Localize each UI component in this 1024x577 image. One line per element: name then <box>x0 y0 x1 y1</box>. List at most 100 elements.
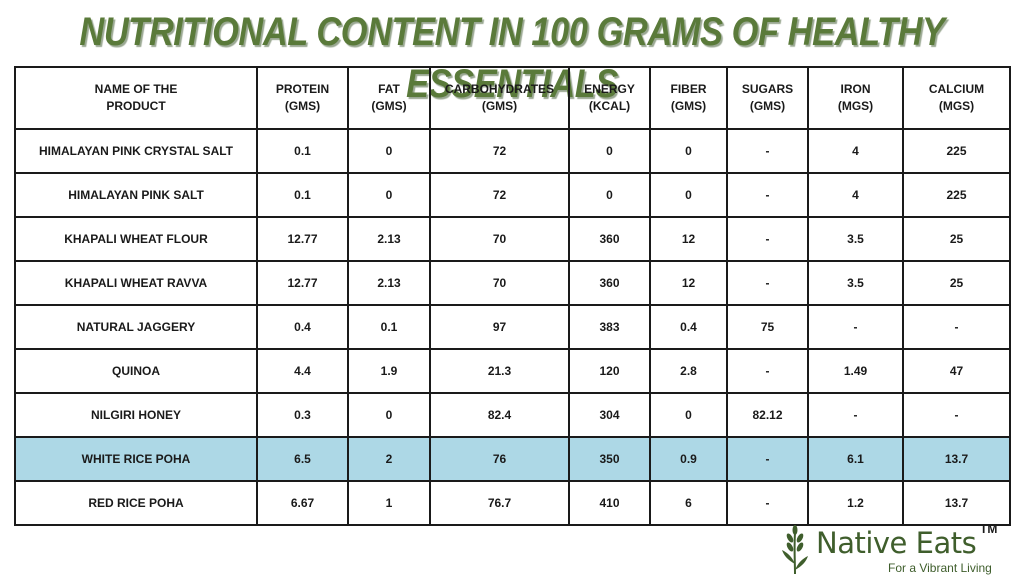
nutrient-value-cell: - <box>726 436 809 482</box>
nutrient-value-cell: 383 <box>568 304 651 350</box>
nutrient-value-cell: 0.4 <box>256 304 349 350</box>
column-header-line: (GMS) <box>284 99 321 113</box>
nutrient-value-cell: 360 <box>568 260 651 306</box>
nutrient-value-cell: 0 <box>347 128 431 174</box>
nutrient-value-cell: 2.13 <box>347 216 431 262</box>
nutrient-value-cell: 6.1 <box>807 436 904 482</box>
nutrient-value-cell: 1.49 <box>807 348 904 394</box>
column-header-line: FAT <box>378 82 400 96</box>
column-header-line: PROTEIN <box>275 82 330 96</box>
nutrient-value-cell: 72 <box>429 128 570 174</box>
nutrient-value-cell: - <box>807 304 904 350</box>
nutrient-value-cell: 3.5 <box>807 216 904 262</box>
nutrient-value-cell: 21.3 <box>429 348 570 394</box>
nutrient-value-cell: - <box>726 216 809 262</box>
nutrient-value-cell: - <box>902 304 1011 350</box>
column-header: CARBOHYDRATES (GMS) <box>429 66 570 130</box>
nutrient-value-cell: 25 <box>902 260 1011 306</box>
product-name-cell: QUINOA <box>14 348 258 394</box>
column-header-line: PRODUCT <box>106 99 166 113</box>
nutrient-value-cell: 82.12 <box>726 392 809 438</box>
column-header: CALCIUM (MGS) <box>902 66 1011 130</box>
nutrient-value-cell: 2 <box>347 436 431 482</box>
table-row: NILGIRI HONEY 0.3 0 82.4 304 0 82.12- - <box>14 392 1011 438</box>
nutrient-value-cell: 76.7 <box>429 480 570 526</box>
column-header: ENERGY (KCAL) <box>568 66 651 130</box>
nutrient-value-cell: - <box>726 480 809 526</box>
nutrient-value-cell: 0.3 <box>256 392 349 438</box>
nutrient-value-cell: 0.4 <box>649 304 728 350</box>
nutrient-value-cell: 47 <box>902 348 1011 394</box>
column-header-line: (GMS) <box>481 99 518 113</box>
nutrient-value-cell: 0.1 <box>256 128 349 174</box>
column-header: NAME OF THE PRODUCT <box>14 66 258 130</box>
trademark-mark: TM <box>980 522 998 536</box>
product-name-cell: NATURAL JAGGERY <box>14 304 258 350</box>
product-name-cell: NILGIRI HONEY <box>14 392 258 438</box>
nutrient-value-cell: - <box>726 348 809 394</box>
nutrient-value-cell: 225 <box>902 172 1011 218</box>
column-header-line: (MGS) <box>938 99 975 113</box>
table-body: HIMALAYAN PINK CRYSTAL SALT 0.1 0 72 0 0-4 225… <box>14 128 1011 526</box>
nutrient-value-cell: 4.4 <box>256 348 349 394</box>
page-title: NUTRITIONAL CONTENT IN 100 GRAMS OF HEAL… <box>79 10 945 106</box>
nutrient-value-cell: 4 <box>807 128 904 174</box>
nutrient-value-cell: - <box>726 172 809 218</box>
column-header-line: FIBER <box>670 82 707 96</box>
nutrient-value-cell: 1 <box>347 480 431 526</box>
product-name-cell: HIMALAYAN PINK SALT <box>14 172 258 218</box>
brand-name: Native Eats <box>816 526 977 560</box>
nutrient-value-cell: 70 <box>429 260 570 306</box>
nutrient-value-cell: 2.13 <box>347 260 431 306</box>
nutrient-value-cell: - <box>807 392 904 438</box>
nutrient-value-cell: 120 <box>568 348 651 394</box>
table-row: WHITE RICE POHA 6.5 2 76 350 0.9-6.1 13.7 <box>14 436 1011 482</box>
nutrient-value-cell: 350 <box>568 436 651 482</box>
column-header-line: (MGS) <box>837 99 874 113</box>
column-header-line: IRON <box>840 82 871 96</box>
table-row: QUINOA 4.4 1.9 21.3 120 2.8-1.49 47 <box>14 348 1011 394</box>
nutrient-value-cell: 0 <box>568 128 651 174</box>
nutrient-value-cell: 0.9 <box>649 436 728 482</box>
wheat-stalk-icon <box>782 525 808 575</box>
nutrient-value-cell: 3.5 <box>807 260 904 306</box>
column-header-line: (GMS) <box>371 99 407 113</box>
column-header: PROTEIN (GMS) <box>256 66 349 130</box>
product-name-cell: HIMALAYAN PINK CRYSTAL SALT <box>14 128 258 174</box>
nutrient-value-cell: 0 <box>347 172 431 218</box>
column-header: FIBER (GMS) <box>649 66 728 130</box>
nutrient-value-cell: 1.2 <box>807 480 904 526</box>
column-header-line: (GMS) <box>670 99 707 113</box>
column-header: FAT (GMS) <box>347 66 431 130</box>
nutrient-value-cell: 72 <box>429 172 570 218</box>
nutrient-value-cell: 12 <box>649 260 728 306</box>
nutrient-value-cell: 75 <box>726 304 809 350</box>
nutrient-value-cell: 82.4 <box>429 392 570 438</box>
column-header-line: NAME OF THE <box>94 82 178 96</box>
table-header-row: NAME OF THE PRODUCT PROTEIN (GMS) FAT (GMS) CA… <box>14 66 1011 130</box>
product-name-cell: WHITE RICE POHA <box>14 436 258 482</box>
nutrient-value-cell: 0.1 <box>347 304 431 350</box>
column-header: SUGARS (GMS) <box>726 66 809 130</box>
brand-logo: Native Eats TM For a Vibrant Living <box>780 522 1006 577</box>
product-name-cell: RED RICE POHA <box>14 480 258 526</box>
product-name-cell: KHAPALI WHEAT RAVVA <box>14 260 258 306</box>
table-row: HIMALAYAN PINK CRYSTAL SALT 0.1 0 72 0 0-4 225 <box>14 128 1011 174</box>
column-header: IRON (MGS) <box>807 66 904 130</box>
column-header-line: CARBOHYDRATES <box>444 82 555 96</box>
nutrient-value-cell: 0 <box>568 172 651 218</box>
nutrient-value-cell: 12.77 <box>256 260 349 306</box>
table-row: NATURAL JAGGERY 0.4 0.1 97 383 0.4 75- - <box>14 304 1011 350</box>
nutrient-value-cell: 0 <box>347 392 431 438</box>
nutrient-value-cell: 12.77 <box>256 216 349 262</box>
column-header-line: SUGARS <box>741 82 794 96</box>
column-header-line: (GMS) <box>749 99 786 113</box>
column-header-line: (KCAL) <box>588 99 631 113</box>
product-name-cell: KHAPALI WHEAT FLOUR <box>14 216 258 262</box>
nutrient-value-cell: 12 <box>649 216 728 262</box>
nutrient-value-cell: 225 <box>902 128 1011 174</box>
nutrient-value-cell: 13.7 <box>902 436 1011 482</box>
nutrient-value-cell: 76 <box>429 436 570 482</box>
nutrient-value-cell: 0.1 <box>256 172 349 218</box>
nutrient-value-cell: - <box>902 392 1011 438</box>
